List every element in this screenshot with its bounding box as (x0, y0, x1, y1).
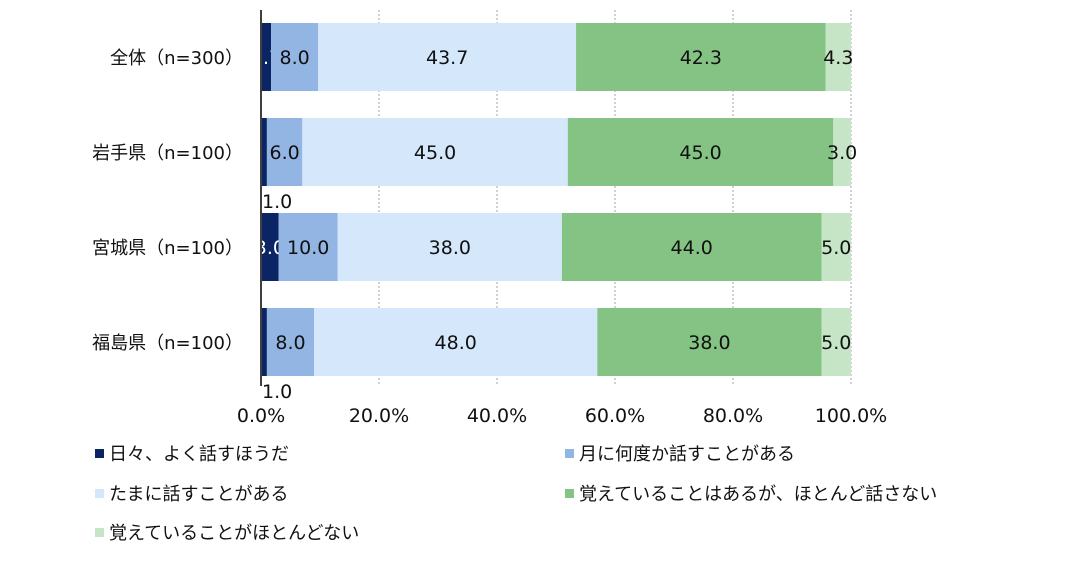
bar-segment (561, 213, 822, 281)
data-label: 1.0 (262, 191, 292, 213)
legend-item: 覚えていることはあるが、ほとんど話さない (565, 480, 937, 506)
legend-swatch (95, 448, 104, 458)
legend-label: 覚えていることはあるが、ほとんど話さない (579, 484, 938, 505)
bar-segment (825, 23, 851, 91)
legend-swatch (95, 488, 104, 498)
data-label: 44.0 (671, 237, 713, 259)
data-label: 5.0 (821, 332, 851, 354)
x-tick-label: 0.0% (237, 405, 285, 427)
legend-swatch (565, 448, 574, 458)
data-label: 48.0 (435, 332, 477, 354)
bar-segment (271, 23, 319, 91)
legend-label: 日々、よく話すほうだ (109, 444, 289, 465)
data-label: 45.0 (679, 142, 721, 164)
x-tick-label: 20.0% (349, 405, 409, 427)
category-label: 宮城県（n=100） (92, 238, 243, 259)
data-label: 43.7 (426, 47, 468, 69)
bar-segment (833, 118, 851, 186)
x-tick-label: 60.0% (585, 405, 645, 427)
data-label: 42.3 (680, 47, 722, 69)
data-label: 4.3 (823, 47, 853, 69)
bar-segment (597, 308, 822, 376)
category-label: 福島県（n=100） (92, 333, 243, 354)
legend-label: たまに話すことがある (109, 484, 289, 505)
bar-segment (576, 23, 826, 91)
bar-segment (261, 23, 272, 91)
x-tick-label: 100.0% (815, 405, 887, 427)
legend-item: 覚えていることがほとんどない (95, 519, 359, 545)
x-tick-label: 40.0% (467, 405, 527, 427)
data-label: 8.0 (280, 47, 310, 69)
bar-segment (314, 308, 598, 376)
data-label: 3.0 (827, 142, 857, 164)
legend-label: 月に何度か話すことがある (579, 444, 795, 465)
bar-segment (261, 118, 267, 186)
legend-label: 覚えていることがほとんどない (109, 523, 360, 544)
category-label: 全体（n=300） (110, 48, 243, 69)
x-tick-label: 80.0% (703, 405, 763, 427)
data-label: 5.0 (821, 237, 851, 259)
data-label: 3.0 (255, 237, 285, 259)
data-label: 6.0 (269, 142, 299, 164)
bar-segment (821, 308, 851, 376)
data-label: 8.0 (275, 332, 305, 354)
data-label: 10.0 (287, 237, 329, 259)
bar-segment (821, 213, 851, 281)
bar-segment (266, 118, 303, 186)
legend-item: 日々、よく話すほうだ (95, 440, 289, 466)
legend-item: 月に何度か話すことがある (565, 440, 795, 466)
category-label: 岩手県（n=100） (92, 143, 243, 164)
legend-swatch (565, 488, 574, 498)
data-label: 38.0 (688, 332, 730, 354)
data-label: 38.0 (429, 237, 471, 259)
legend-swatch (95, 527, 104, 537)
bar-segment (337, 213, 562, 281)
bar-segment (567, 118, 834, 186)
bar-segment (278, 213, 338, 281)
bar-segment (266, 308, 315, 376)
data-label: 45.0 (414, 142, 456, 164)
bar-segment (261, 213, 279, 281)
bar-segment (261, 308, 267, 376)
legend-item: たまに話すことがある (95, 480, 288, 506)
bar-segment (318, 23, 577, 91)
data-label: 1.0 (262, 381, 292, 403)
bar-segment (302, 118, 568, 186)
